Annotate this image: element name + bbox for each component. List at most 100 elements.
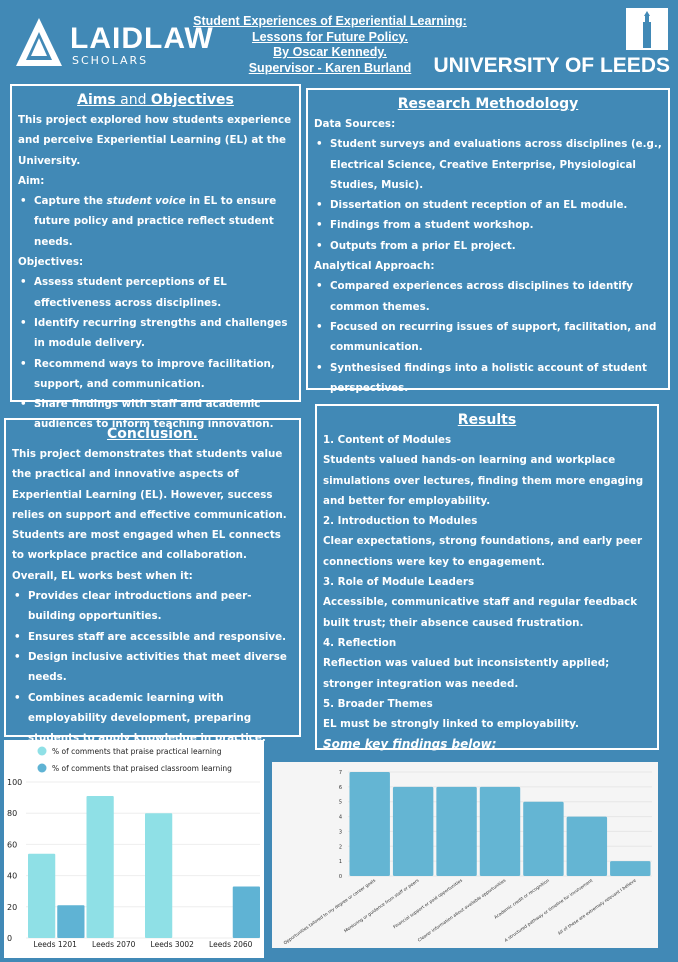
x-tick-label: Leeds 2060 — [209, 940, 253, 949]
bar — [86, 796, 114, 938]
approach-item: Compared experiences across disciplines … — [314, 276, 662, 317]
laidlaw-sub: SCHOLARS — [72, 54, 149, 67]
bar — [566, 816, 608, 876]
supervisor-line: Supervisor - Karen Burland — [248, 60, 412, 75]
x-tick-label: Mentoring or guidance from staff or peer… — [343, 877, 421, 934]
sources-label: Data Sources: — [314, 118, 396, 130]
aim-label: Aim: — [18, 174, 45, 187]
bar — [57, 905, 85, 938]
result-heading: 2. Introduction to Modules — [323, 515, 478, 528]
text: Capture the — [34, 195, 107, 208]
result-heading: 5. Broader Themes — [323, 697, 433, 710]
bar — [349, 772, 390, 876]
legend-swatch — [37, 763, 47, 773]
y-tick-label: 60 — [7, 840, 17, 849]
x-tick-label: Opportunities tailored to my degree or c… — [283, 877, 378, 946]
y-tick-label: 100 — [7, 778, 22, 787]
y-tick-label: 3 — [339, 829, 342, 835]
objective-item: Share findings with staff and academic a… — [18, 394, 293, 435]
text: in EL to ensure future policy and practi… — [34, 195, 277, 248]
approach-item: Synthesised findings into a holistic acc… — [314, 358, 662, 399]
support-bar-chart: 0 1 2 3 4 5 6 7 Opportunities tailored to my deg… — [272, 762, 658, 948]
source-item: Dissertation on student reception of an … — [314, 195, 662, 216]
bar — [232, 886, 260, 938]
y-tick-label: 1 — [339, 859, 342, 865]
aims-panel: Aims and Objectives This project explore… — [10, 84, 301, 430]
y-tick-label: 20 — [7, 903, 17, 912]
result-heading: 3. Role of Module Leaders — [323, 576, 475, 589]
result-text: EL must be strongly linked to employabil… — [323, 718, 579, 731]
aims-intro: This project explored how students exper… — [18, 114, 292, 167]
approach-label: Analytical Approach: — [314, 260, 435, 273]
methodology-panel: Research Methodology Data Sources: Stude… — [306, 88, 670, 394]
bar — [523, 801, 564, 876]
y-tick-label: 7 — [339, 770, 342, 776]
y-tick-label: 6 — [339, 785, 342, 791]
objectives-label: Objectives: — [18, 256, 84, 269]
results-footer: Some key findings below: — [323, 737, 497, 752]
source-item: Student surveys and evaluations across d… — [314, 134, 662, 195]
legend-label: % of comments that praise practical lear… — [52, 747, 222, 756]
result-text: Reflection was valued but inconsistently… — [323, 657, 610, 690]
bar — [392, 786, 434, 876]
y-tick-label: 0 — [339, 874, 342, 880]
x-tick-label: All of these are extremely relevant I be… — [557, 878, 638, 937]
objectives-word: Objectives — [150, 92, 234, 108]
results-list: 1. Content of Modules Students valued han… — [323, 430, 651, 734]
legend-label: % of comments that praised classroom lea… — [52, 764, 232, 773]
title-line: Lessons for Future Policy. — [251, 29, 409, 44]
x-tick-label: Leeds 2070 — [92, 940, 136, 949]
title-line: Student Experiences of Experiential Lear… — [193, 14, 467, 28]
author-line: By Oscar Kennedy. — [273, 45, 387, 59]
x-tick-label: Clearer information about available oppo… — [417, 877, 508, 943]
x-tick-label: Leeds 3002 — [151, 940, 195, 949]
aim-item: Capture the student voice in EL to ensur… — [18, 191, 293, 252]
aims-word: Aims — [77, 92, 116, 108]
x-tick-label: A structured pathway or timeline for inv… — [503, 878, 594, 944]
results-panel: Results 1. Content of Modules Students va… — [315, 404, 659, 751]
x-tick-label: Financial support or paid opportunities — [392, 877, 464, 930]
bar — [28, 853, 56, 938]
y-tick-label: 40 — [7, 872, 17, 881]
laidlaw-wordmark: LAIDLAW — [70, 22, 214, 55]
legend-swatch — [37, 746, 47, 756]
results-title: Results — [457, 412, 517, 428]
bar — [436, 786, 477, 876]
y-tick-label: 80 — [7, 809, 17, 818]
and-word: and — [115, 92, 151, 108]
emphasis: student voice — [106, 195, 186, 208]
conclusion-title: Conclusion. — [107, 426, 198, 442]
result-text: Accessible, communicative staff and regu… — [323, 596, 638, 629]
bar — [145, 813, 173, 938]
objective-item: Assess student perceptions of EL effecti… — [18, 272, 293, 313]
leeds-tower-icon — [626, 8, 668, 50]
bar — [610, 861, 651, 876]
source-item: Findings from a student workshop. — [314, 215, 662, 236]
leeds-wordmark: UNIVERSITY OF LEEDS — [433, 54, 671, 77]
conclusion-panel: Conclusion. This project demonstrates th… — [4, 418, 301, 744]
source-item: Outputs from a prior EL project. — [314, 236, 662, 257]
approach-item: Focused on recurring issues of support, … — [314, 317, 662, 358]
objective-item: Identify recurring strengths and challen… — [18, 313, 293, 354]
bar — [479, 786, 521, 876]
y-tick-label: 4 — [339, 815, 342, 821]
comments-bar-chart: % of comments that praise practical lear… — [4, 740, 264, 958]
y-tick-label: 0 — [7, 934, 12, 943]
y-tick-label: 5 — [339, 800, 342, 806]
aims-title: Aims and Objectives — [18, 90, 293, 110]
result-text: Clear expectations, strong foundations, … — [323, 535, 643, 568]
conclusion-intro: This project demonstrates that students … — [12, 448, 287, 562]
conclusion-item: Design inclusive activities that meet di… — [12, 647, 293, 688]
laidlaw-triangle-icon — [16, 18, 62, 66]
x-tick-label: Leeds 1201 — [34, 940, 78, 949]
poster-title: Student Experiences of Experiential Lear… — [180, 14, 480, 76]
conclusion-lead: Overall, EL works best when it: — [12, 569, 193, 582]
conclusion-item: Ensures staff are accessible and respons… — [12, 627, 293, 648]
conclusion-item: Provides clear introductions and peer-bu… — [12, 586, 293, 627]
result-heading: 4. Reflection — [323, 636, 397, 649]
objective-item: Recommend ways to improve facilitation, … — [18, 354, 293, 395]
result-text: Students valued hands-on learning and wo… — [323, 454, 644, 507]
y-tick-label: 2 — [339, 844, 342, 850]
result-heading: 1. Content of Modules — [323, 434, 452, 446]
methodology-title: Research Methodology — [397, 96, 579, 112]
